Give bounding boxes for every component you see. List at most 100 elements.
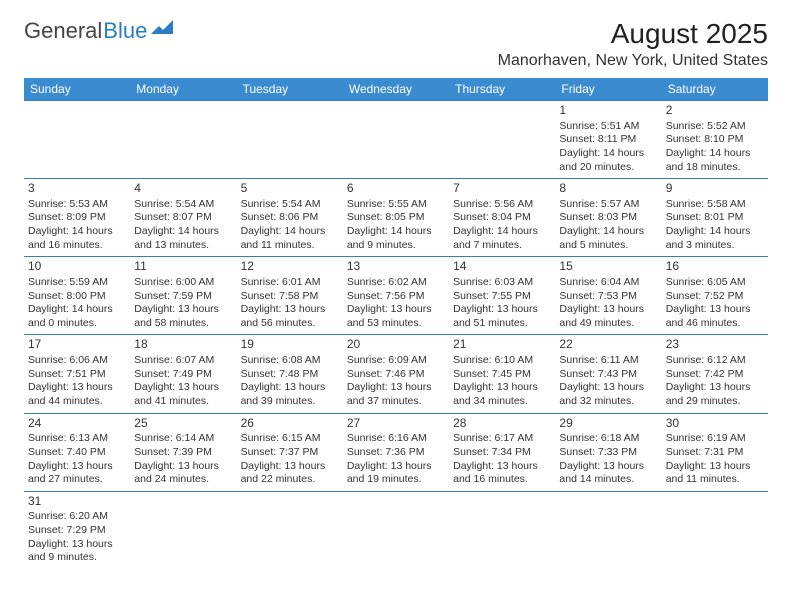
day-number: 30 xyxy=(666,416,764,432)
calendar-cell xyxy=(24,101,130,179)
calendar-cell: 16Sunrise: 6:05 AMSunset: 7:52 PMDayligh… xyxy=(662,257,768,335)
sunset-text: Sunset: 7:37 PM xyxy=(241,446,339,460)
calendar-row: 10Sunrise: 5:59 AMSunset: 8:00 PMDayligh… xyxy=(24,257,768,335)
calendar-cell: 14Sunrise: 6:03 AMSunset: 7:55 PMDayligh… xyxy=(449,257,555,335)
daylight-text: and 16 minutes. xyxy=(453,473,551,487)
daylight-text: and 41 minutes. xyxy=(134,395,232,409)
calendar-cell: 24Sunrise: 6:13 AMSunset: 7:40 PMDayligh… xyxy=(24,413,130,491)
day-number: 25 xyxy=(134,416,232,432)
calendar-cell: 19Sunrise: 6:08 AMSunset: 7:48 PMDayligh… xyxy=(237,335,343,413)
sunset-text: Sunset: 7:45 PM xyxy=(453,368,551,382)
calendar-cell: 5Sunrise: 5:54 AMSunset: 8:06 PMDaylight… xyxy=(237,179,343,257)
daylight-text: and 46 minutes. xyxy=(666,317,764,331)
daylight-text: and 32 minutes. xyxy=(559,395,657,409)
sunset-text: Sunset: 7:53 PM xyxy=(559,290,657,304)
calendar-cell: 1Sunrise: 5:51 AMSunset: 8:11 PMDaylight… xyxy=(555,101,661,179)
daylight-text: and 34 minutes. xyxy=(453,395,551,409)
sunset-text: Sunset: 8:01 PM xyxy=(666,211,764,225)
calendar-cell xyxy=(343,491,449,569)
sunset-text: Sunset: 8:07 PM xyxy=(134,211,232,225)
daylight-text: Daylight: 14 hours xyxy=(28,225,126,239)
header: GeneralBlue August 2025 Manorhaven, New … xyxy=(24,18,768,70)
calendar-cell: 13Sunrise: 6:02 AMSunset: 7:56 PMDayligh… xyxy=(343,257,449,335)
calendar-cell: 18Sunrise: 6:07 AMSunset: 7:49 PMDayligh… xyxy=(130,335,236,413)
daylight-text: Daylight: 13 hours xyxy=(559,303,657,317)
sunrise-text: Sunrise: 5:54 AM xyxy=(241,198,339,212)
daylight-text: Daylight: 13 hours xyxy=(241,460,339,474)
day-number: 23 xyxy=(666,337,764,353)
calendar-cell: 27Sunrise: 6:16 AMSunset: 7:36 PMDayligh… xyxy=(343,413,449,491)
calendar-cell: 10Sunrise: 5:59 AMSunset: 8:00 PMDayligh… xyxy=(24,257,130,335)
daylight-text: Daylight: 13 hours xyxy=(453,460,551,474)
daylight-text: Daylight: 14 hours xyxy=(666,147,764,161)
day-number: 16 xyxy=(666,259,764,275)
sunset-text: Sunset: 7:34 PM xyxy=(453,446,551,460)
sunset-text: Sunset: 7:43 PM xyxy=(559,368,657,382)
sunset-text: Sunset: 7:56 PM xyxy=(347,290,445,304)
sunrise-text: Sunrise: 6:04 AM xyxy=(559,276,657,290)
calendar-cell: 17Sunrise: 6:06 AMSunset: 7:51 PMDayligh… xyxy=(24,335,130,413)
daylight-text: Daylight: 13 hours xyxy=(666,460,764,474)
daylight-text: and 58 minutes. xyxy=(134,317,232,331)
day-header-row: Sunday Monday Tuesday Wednesday Thursday… xyxy=(24,78,768,101)
daylight-text: Daylight: 14 hours xyxy=(28,303,126,317)
day-number: 20 xyxy=(347,337,445,353)
sunrise-text: Sunrise: 5:51 AM xyxy=(559,120,657,134)
daylight-text: and 3 minutes. xyxy=(666,239,764,253)
daylight-text: and 53 minutes. xyxy=(347,317,445,331)
calendar-cell: 3Sunrise: 5:53 AMSunset: 8:09 PMDaylight… xyxy=(24,179,130,257)
sunrise-text: Sunrise: 6:13 AM xyxy=(28,432,126,446)
daylight-text: Daylight: 13 hours xyxy=(28,381,126,395)
daylight-text: Daylight: 13 hours xyxy=(453,303,551,317)
day-number: 22 xyxy=(559,337,657,353)
day-number: 2 xyxy=(666,103,764,119)
daylight-text: Daylight: 14 hours xyxy=(241,225,339,239)
calendar-cell xyxy=(449,491,555,569)
calendar-cell: 8Sunrise: 5:57 AMSunset: 8:03 PMDaylight… xyxy=(555,179,661,257)
sunset-text: Sunset: 8:04 PM xyxy=(453,211,551,225)
sunrise-text: Sunrise: 6:00 AM xyxy=(134,276,232,290)
day-number: 28 xyxy=(453,416,551,432)
sunrise-text: Sunrise: 5:55 AM xyxy=(347,198,445,212)
sunrise-text: Sunrise: 5:56 AM xyxy=(453,198,551,212)
logo-flag-icon xyxy=(151,20,177,38)
sunset-text: Sunset: 7:55 PM xyxy=(453,290,551,304)
sunset-text: Sunset: 7:58 PM xyxy=(241,290,339,304)
daylight-text: and 11 minutes. xyxy=(241,239,339,253)
sunrise-text: Sunrise: 6:16 AM xyxy=(347,432,445,446)
month-title: August 2025 xyxy=(498,18,768,50)
day-header: Thursday xyxy=(449,78,555,101)
daylight-text: Daylight: 13 hours xyxy=(28,538,126,552)
daylight-text: Daylight: 13 hours xyxy=(347,303,445,317)
calendar-row: 3Sunrise: 5:53 AMSunset: 8:09 PMDaylight… xyxy=(24,179,768,257)
sunrise-text: Sunrise: 6:02 AM xyxy=(347,276,445,290)
sunset-text: Sunset: 7:52 PM xyxy=(666,290,764,304)
day-number: 12 xyxy=(241,259,339,275)
daylight-text: and 19 minutes. xyxy=(347,473,445,487)
daylight-text: Daylight: 13 hours xyxy=(347,381,445,395)
daylight-text: and 20 minutes. xyxy=(559,161,657,175)
daylight-text: Daylight: 14 hours xyxy=(559,225,657,239)
day-number: 8 xyxy=(559,181,657,197)
calendar-cell: 7Sunrise: 5:56 AMSunset: 8:04 PMDaylight… xyxy=(449,179,555,257)
sunrise-text: Sunrise: 6:17 AM xyxy=(453,432,551,446)
day-number: 21 xyxy=(453,337,551,353)
sunrise-text: Sunrise: 6:05 AM xyxy=(666,276,764,290)
sunset-text: Sunset: 7:39 PM xyxy=(134,446,232,460)
sunrise-text: Sunrise: 6:15 AM xyxy=(241,432,339,446)
day-number: 24 xyxy=(28,416,126,432)
sunset-text: Sunset: 7:33 PM xyxy=(559,446,657,460)
calendar-row: 1Sunrise: 5:51 AMSunset: 8:11 PMDaylight… xyxy=(24,101,768,179)
calendar-cell xyxy=(237,101,343,179)
sunrise-text: Sunrise: 6:20 AM xyxy=(28,510,126,524)
daylight-text: Daylight: 13 hours xyxy=(134,381,232,395)
daylight-text: Daylight: 13 hours xyxy=(134,303,232,317)
daylight-text: and 39 minutes. xyxy=(241,395,339,409)
day-number: 9 xyxy=(666,181,764,197)
daylight-text: and 24 minutes. xyxy=(134,473,232,487)
day-number: 11 xyxy=(134,259,232,275)
daylight-text: and 9 minutes. xyxy=(28,551,126,565)
daylight-text: and 9 minutes. xyxy=(347,239,445,253)
daylight-text: and 37 minutes. xyxy=(347,395,445,409)
location: Manorhaven, New York, United States xyxy=(498,52,768,70)
